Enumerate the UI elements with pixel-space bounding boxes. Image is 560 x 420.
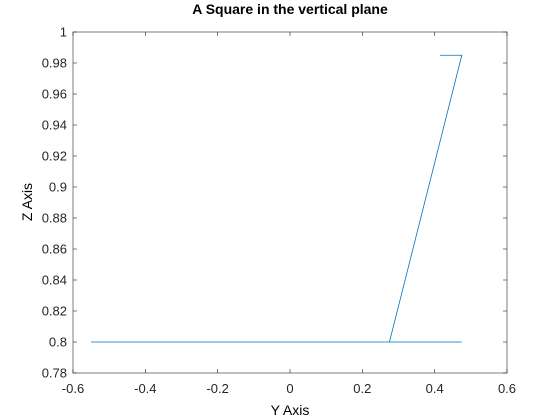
x-tick-label: -0.2 bbox=[206, 381, 228, 396]
y-tick-label: 0.96 bbox=[42, 87, 67, 102]
y-tick-label: 0.78 bbox=[42, 366, 67, 381]
x-tick-label: -0.6 bbox=[62, 381, 84, 396]
x-axis-label: Y Axis bbox=[271, 402, 310, 418]
y-tick-label: 0.86 bbox=[42, 242, 67, 257]
x-tick-label: -0.4 bbox=[134, 381, 156, 396]
y-tick-label: 0.88 bbox=[42, 211, 67, 226]
x-tick-label: 0.4 bbox=[426, 381, 444, 396]
y-tick-label: 0.8 bbox=[49, 335, 67, 350]
x-tick-label: 0.2 bbox=[353, 381, 371, 396]
y-tick-label: 1 bbox=[60, 25, 67, 40]
y-tick-label: 0.84 bbox=[42, 273, 67, 288]
y-tick-label: 0.92 bbox=[42, 149, 67, 164]
series-line bbox=[91, 54, 463, 343]
series-group bbox=[91, 54, 463, 343]
chart-title: A Square in the vertical plane bbox=[192, 1, 388, 17]
y-tick-label: 0.9 bbox=[49, 180, 67, 195]
y-tick-label: 0.94 bbox=[42, 118, 67, 133]
y-tick-label: 0.82 bbox=[42, 304, 67, 319]
plot-area bbox=[72, 31, 508, 374]
x-tick-label: 0.6 bbox=[498, 381, 516, 396]
x-tick-label: 0 bbox=[286, 381, 293, 396]
x-axis: -0.6 -0.4 -0.2 0 0.2 0.4 0.6 bbox=[62, 32, 516, 396]
y-tick-label: 0.98 bbox=[42, 56, 67, 71]
y-axis: 0.78 0.8 0.82 0.84 0.86 0.88 0.9 0.92 0.94 0.96 0.… bbox=[42, 25, 507, 381]
y-axis-label: Z Axis bbox=[19, 183, 35, 221]
